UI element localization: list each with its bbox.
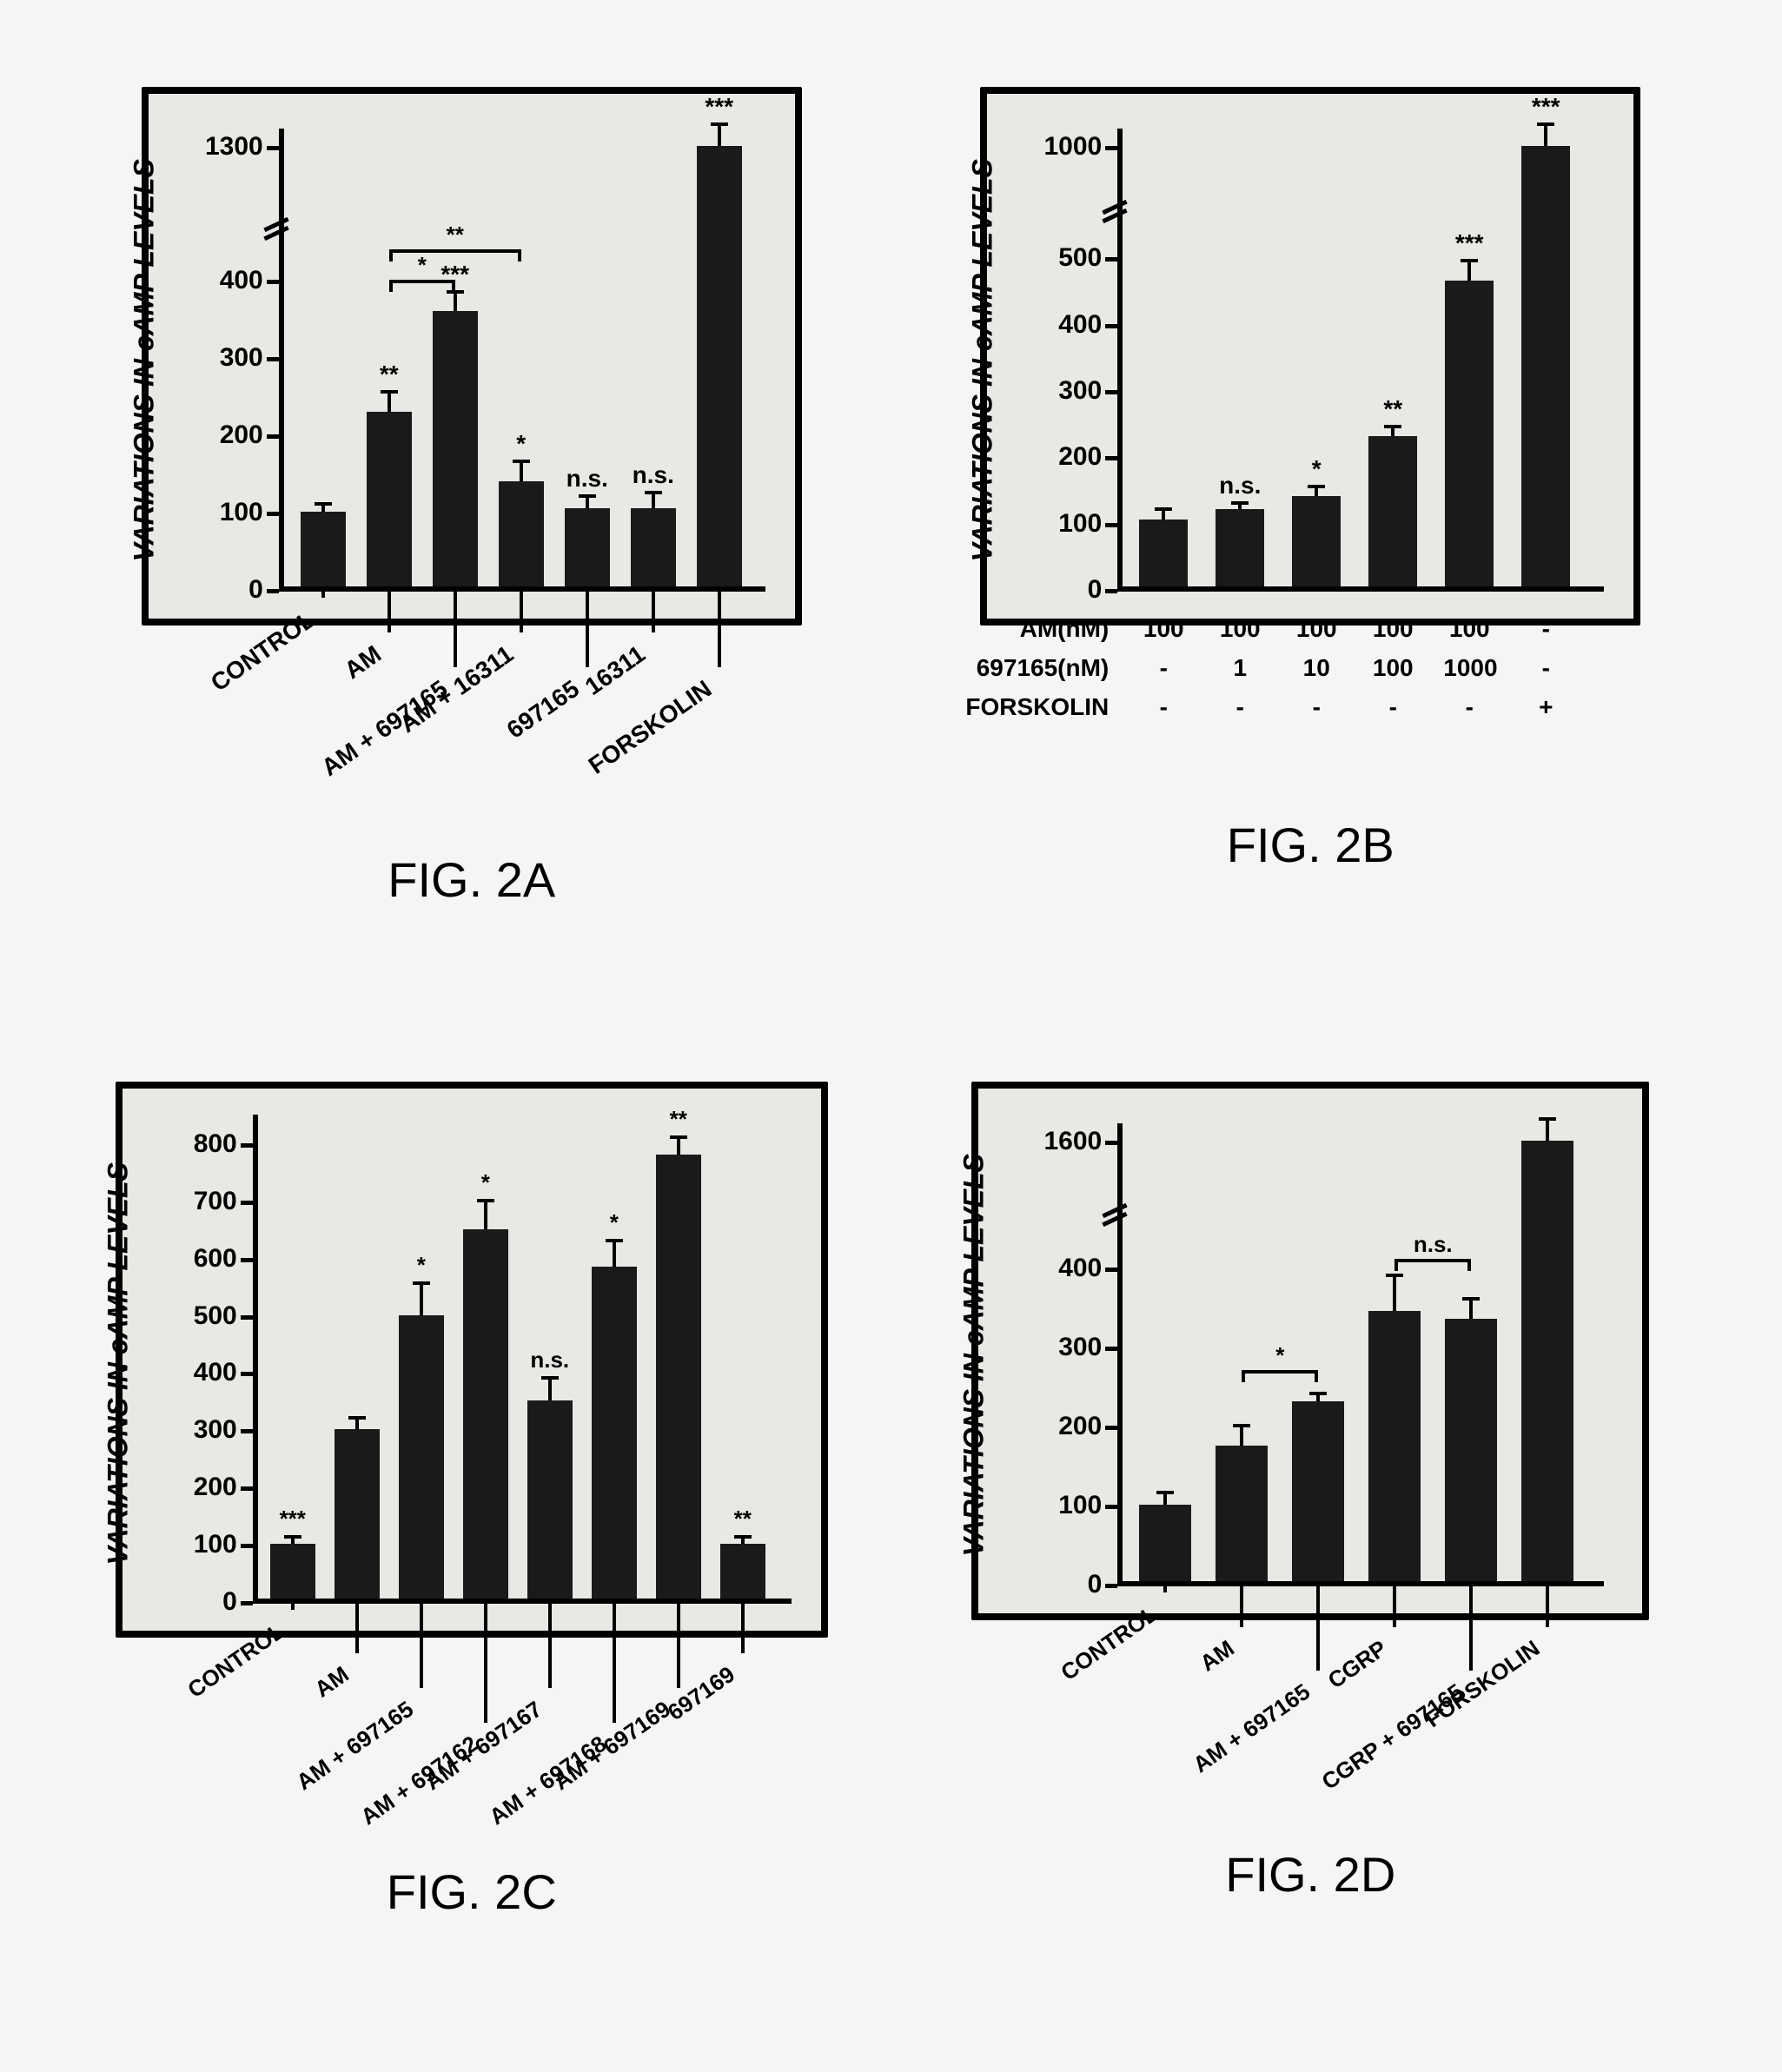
panel-2c: VARIATIONS IN cAMP LEVELS010020030040050…	[104, 1082, 839, 1920]
bar	[1216, 509, 1264, 589]
bar	[499, 481, 544, 589]
table-row-label: AM(nM)	[961, 615, 1109, 643]
bar	[399, 1315, 444, 1601]
bar	[1521, 146, 1570, 589]
caption-2c: FIG. 2C	[387, 1863, 557, 1920]
bar	[1368, 436, 1417, 589]
x-label: AM	[340, 640, 387, 685]
x-label: 16311	[580, 640, 651, 701]
chart-2b: VARIATIONS IN cAMP LEVELS010020030040050…	[980, 87, 1640, 626]
bar	[1292, 1401, 1344, 1584]
bar	[1445, 1319, 1497, 1584]
y-axis-label: VARIATIONS IN cAMP LEVELS	[102, 1175, 134, 1566]
table-row-label: 697165(nM)	[961, 654, 1109, 682]
bar	[1139, 1505, 1191, 1584]
figure-grid: VARIATIONS IN cAMP LEVELS010020030040013…	[35, 35, 1747, 1972]
bar	[1445, 281, 1494, 589]
x-label: CONTROL	[183, 1618, 290, 1704]
bar	[565, 508, 610, 589]
bar	[1216, 1446, 1268, 1584]
panel-2a: VARIATIONS IN cAMP LEVELS010020030040013…	[104, 87, 839, 908]
y-axis-label: VARIATIONS IN cAMP LEVELS	[128, 171, 160, 562]
x-label: 697169	[663, 1661, 740, 1726]
bar	[697, 146, 742, 589]
bar	[433, 311, 478, 589]
bar	[463, 1229, 508, 1601]
y-axis-label: VARIATIONS IN cAMP LEVELS	[958, 1166, 990, 1557]
bar	[1139, 520, 1188, 589]
chart-2c: VARIATIONS IN cAMP LEVELS010020030040050…	[116, 1082, 828, 1638]
x-label: FORSKOLIN	[1421, 1635, 1545, 1733]
x-label: CGRP	[1323, 1635, 1392, 1694]
y-axis-label: VARIATIONS IN cAMP LEVELS	[967, 171, 999, 562]
bar	[1521, 1141, 1573, 1584]
x-label: AM	[1195, 1635, 1239, 1678]
bar	[367, 412, 412, 589]
bar	[527, 1400, 573, 1601]
chart-2d: VARIATIONS IN cAMP LEVELS010020030040016…	[971, 1082, 1649, 1620]
x-label: AM + 697165	[1189, 1678, 1315, 1778]
bar	[592, 1267, 637, 1601]
caption-2d: FIG. 2D	[1225, 1846, 1395, 1903]
bar	[656, 1155, 701, 1601]
bar	[720, 1544, 765, 1601]
panel-2b: VARIATIONS IN cAMP LEVELS010020030040050…	[944, 87, 1679, 908]
caption-2a: FIG. 2A	[388, 851, 555, 908]
caption-2b: FIG. 2B	[1227, 817, 1394, 873]
bar	[1368, 1311, 1421, 1584]
x-label: 697165	[502, 675, 585, 745]
chart-2a: VARIATIONS IN cAMP LEVELS010020030040013…	[142, 87, 802, 626]
x-label: CONTROL	[1056, 1600, 1163, 1686]
panel-2d: VARIATIONS IN cAMP LEVELS010020030040016…	[944, 1082, 1679, 1920]
bar	[631, 508, 676, 589]
table-row-label: FORSKOLIN	[961, 693, 1109, 721]
bar	[1292, 496, 1341, 589]
bar	[335, 1429, 380, 1601]
x-label: CONTROL	[206, 606, 321, 698]
x-label: AM	[310, 1661, 354, 1704]
bar	[301, 512, 346, 589]
bar	[270, 1544, 315, 1601]
